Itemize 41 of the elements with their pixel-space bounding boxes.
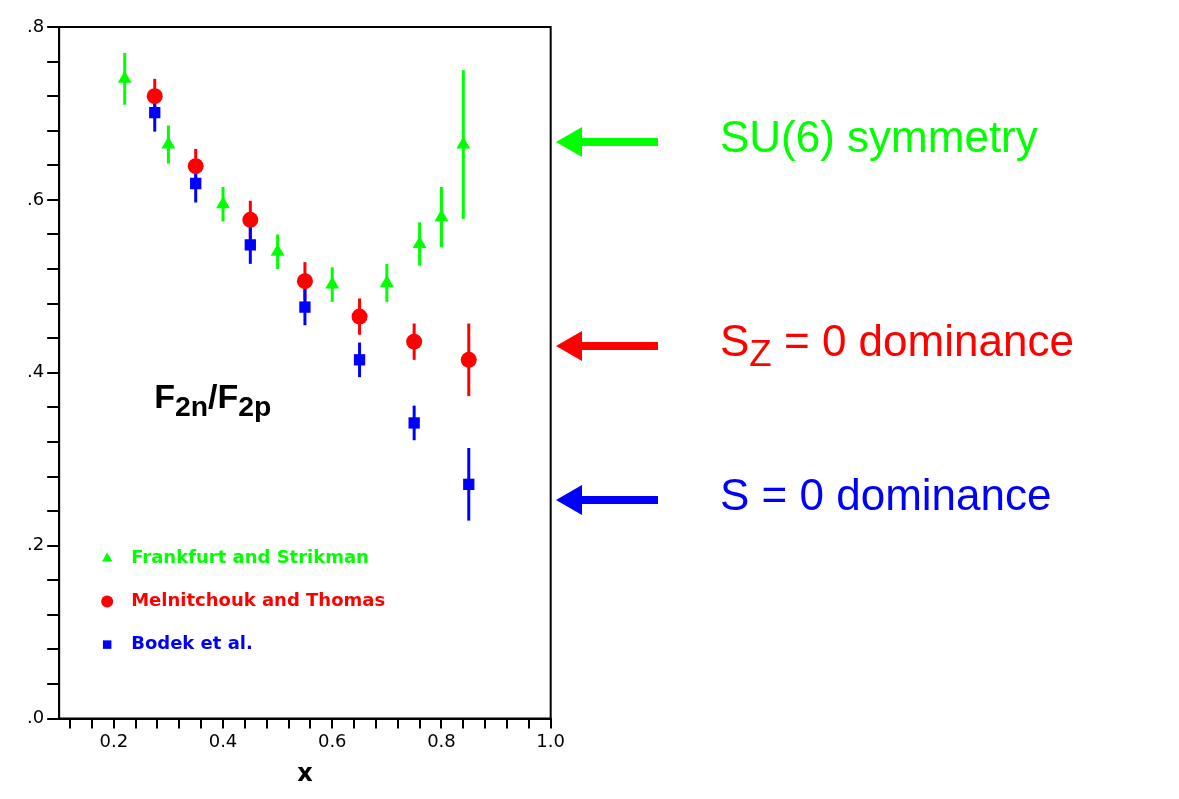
legend-label: Melnitchouk and Thomas — [131, 589, 386, 611]
x-tick-label: 0.4 — [208, 730, 238, 752]
text: S$_{Z}$ = 0 dominance — [720, 316, 1074, 375]
text: SU(6) symmetry — [720, 112, 1038, 162]
point — [460, 351, 477, 368]
x-axis-title: x — [297, 758, 314, 787]
x-tick-label: 1.0 — [536, 730, 566, 752]
point — [244, 239, 256, 251]
annotation: F$_{2n}$/F$_{2p}$ — [154, 377, 272, 423]
x-tick-label: 0.6 — [317, 730, 347, 752]
y-tick-label: .2 — [26, 533, 45, 555]
point — [353, 354, 366, 366]
point — [242, 211, 259, 228]
point — [325, 276, 340, 289]
x-tick-label: 0.8 — [427, 730, 456, 752]
point — [296, 273, 313, 290]
point — [412, 235, 427, 248]
point — [351, 308, 368, 325]
legend-label: Frankfurt and Strikman — [131, 546, 369, 568]
y-tick-label: .6 — [26, 187, 45, 209]
point — [161, 136, 176, 149]
point — [434, 209, 449, 222]
point — [270, 243, 285, 256]
x-tick-label: 0.2 — [99, 730, 129, 752]
point — [408, 417, 420, 429]
point — [299, 301, 311, 313]
point — [463, 478, 475, 490]
point — [149, 106, 161, 119]
point — [190, 177, 202, 190]
point — [216, 196, 230, 209]
y-tick-label: .8 — [26, 14, 45, 36]
point — [456, 136, 471, 149]
point — [187, 158, 204, 175]
y-tick-label: .4 — [26, 360, 45, 382]
point — [117, 70, 132, 83]
point — [146, 88, 163, 105]
point — [406, 333, 423, 350]
point — [379, 274, 394, 287]
y-tick-label: .0 — [26, 706, 45, 728]
legend-label: Bodek et al. — [131, 632, 253, 654]
text: S = 0 dominance — [720, 470, 1052, 520]
